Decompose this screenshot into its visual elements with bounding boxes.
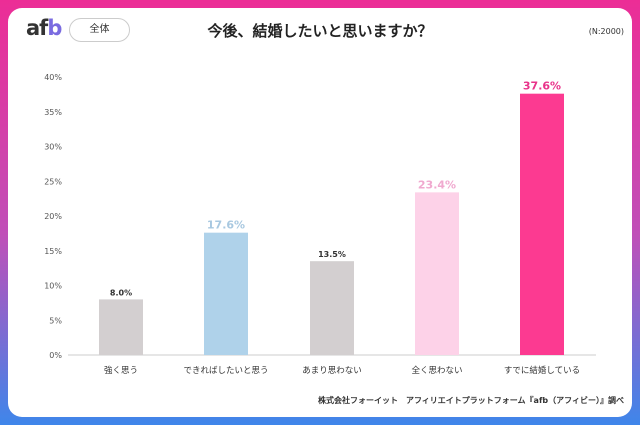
y-tick-label: 30% (44, 143, 62, 152)
data-label: 13.5% (318, 250, 346, 259)
y-tick-label: 20% (44, 212, 62, 221)
y-tick-label: 10% (44, 282, 62, 291)
data-label: 37.6% (523, 80, 561, 93)
y-tick-label: 0% (49, 351, 62, 360)
x-tick-label: 強く思う (104, 365, 138, 376)
filter-pill[interactable]: 全体 (69, 18, 130, 42)
bar (204, 232, 248, 355)
data-label: 17.6% (207, 219, 245, 232)
y-tick-label: 5% (49, 316, 62, 325)
y-tick-label: 15% (44, 247, 62, 256)
source-note: 株式会社フォーイット アフィリエイトプラットフォーム『afb（アフィビー）』調べ (317, 396, 624, 405)
afb-logo: afb (26, 16, 62, 40)
y-tick-label: 35% (44, 108, 62, 117)
y-tick-label: 40% (44, 73, 62, 82)
data-label: 23.4% (418, 178, 456, 191)
y-tick-label: 25% (44, 177, 62, 186)
bar (415, 192, 459, 355)
data-label: 8.0% (110, 288, 132, 297)
x-tick-label: あまり思わない (302, 366, 362, 376)
x-tick-label: できればしたいと思う (183, 366, 268, 376)
bar (99, 299, 143, 355)
bar (310, 261, 354, 355)
x-tick-label: 全く思わない (411, 365, 462, 376)
bar (520, 93, 564, 356)
sample-size: (N:2000) (588, 27, 624, 36)
x-tick-label: すでに結婚している (504, 365, 580, 376)
page-title: 今後、結婚したいと思いますか？ (207, 22, 433, 40)
